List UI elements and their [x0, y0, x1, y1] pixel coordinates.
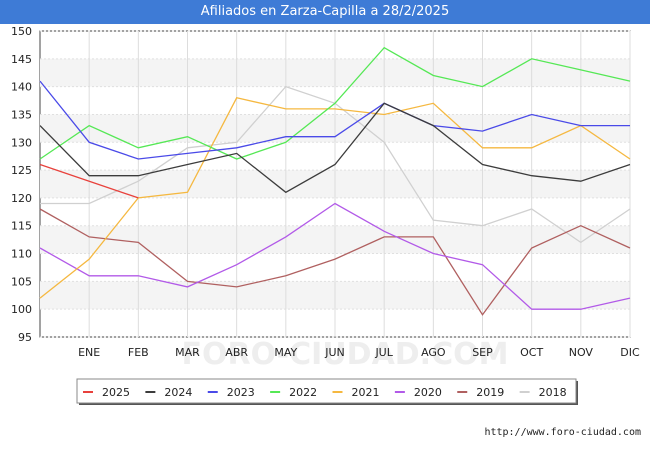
y-tick-label: 130 — [11, 136, 32, 149]
x-tick-label: JUL — [374, 346, 393, 359]
legend-label-2025: 2025 — [102, 386, 130, 399]
watermark: FORO-CIUDAD.COM — [182, 337, 509, 372]
y-tick-label: 150 — [11, 25, 32, 38]
legend-label-2019: 2019 — [476, 386, 504, 399]
y-tick-label: 125 — [11, 164, 32, 177]
x-tick-label: NOV — [569, 346, 594, 359]
legend-label-2018: 2018 — [539, 386, 567, 399]
legend-label-2020: 2020 — [414, 386, 442, 399]
x-tick-label: SEP — [472, 346, 493, 359]
y-tick-label: 140 — [11, 81, 32, 94]
y-tick-label: 115 — [11, 220, 32, 233]
y-tick-label: 145 — [11, 53, 32, 66]
y-tick-label: 110 — [11, 248, 32, 261]
series-line-2019 — [39, 208, 631, 316]
series-line-2024 — [39, 102, 631, 194]
chart-title: Afiliados en Zarza-Capilla a 28/2/2025 — [0, 0, 650, 24]
x-tick-label: ENE — [78, 346, 100, 359]
series-line-2025 — [39, 163, 139, 199]
y-tick-label: 105 — [11, 275, 32, 288]
series-line-2022 — [39, 46, 631, 160]
legend-label-2023: 2023 — [227, 386, 255, 399]
series-line-2020 — [39, 202, 631, 310]
x-tick-label: MAY — [274, 346, 297, 359]
y-tick-label: 120 — [11, 192, 32, 205]
y-tick-label: 100 — [11, 303, 32, 316]
x-tick-label: FEB — [128, 346, 149, 359]
legend-label-2022: 2022 — [289, 386, 317, 399]
x-tick-label: AGO — [421, 346, 446, 359]
x-tick-label: ABR — [225, 346, 248, 359]
legend-label-2021: 2021 — [352, 386, 380, 399]
x-tick-label: JUN — [324, 346, 345, 359]
x-tick-label: MAR — [175, 346, 200, 359]
source-url: http://www.foro-ciudad.com — [484, 427, 641, 438]
y-tick-label: 135 — [11, 108, 32, 121]
series-line-2023 — [39, 80, 630, 160]
x-tick-label: DIC — [620, 346, 640, 359]
x-tick-label: OCT — [520, 346, 543, 359]
legend-label-2024: 2024 — [164, 386, 192, 399]
y-tick-label: 95 — [18, 331, 32, 344]
legend-box — [76, 378, 577, 404]
